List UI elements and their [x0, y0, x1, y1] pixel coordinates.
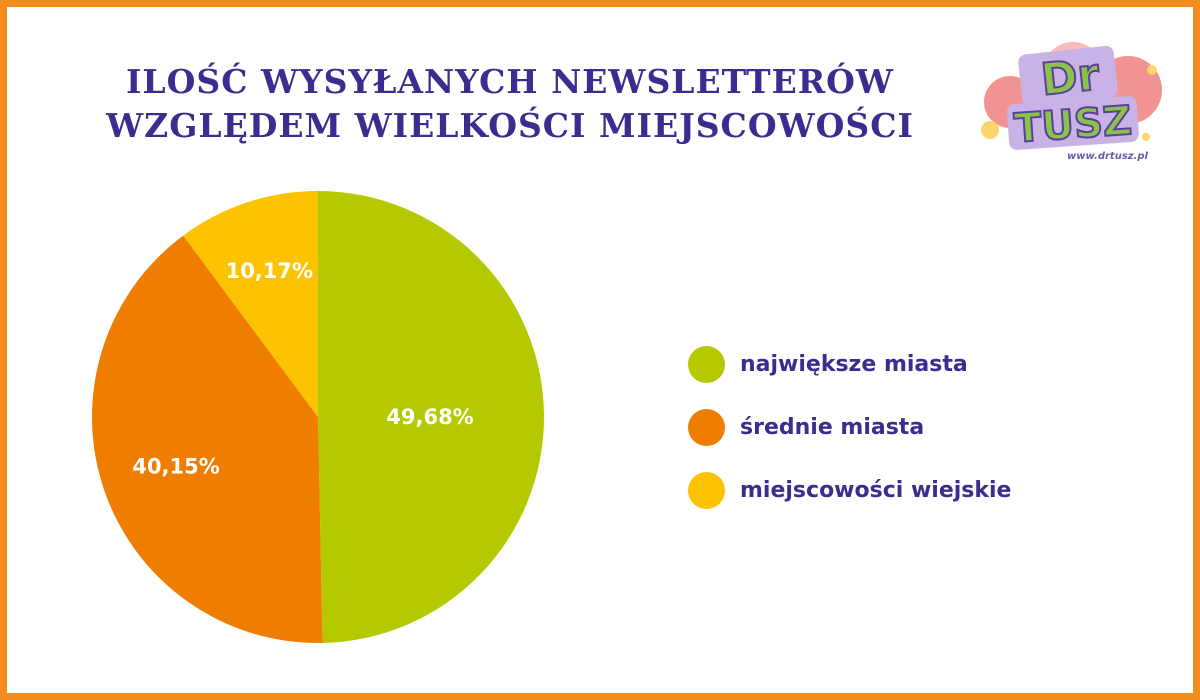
legend-swatch-0 [688, 345, 725, 383]
legend-label-0: największe miasta [740, 351, 968, 377]
pie-slice-0 [318, 191, 544, 643]
legend-item-1: średnie miasta [688, 408, 1168, 446]
pie-slice-2 [183, 191, 318, 417]
legend-item-2: miejscowości wiejskie [688, 471, 1168, 509]
drtusz-logo: Dr TUSZ www.drtusz.pl [981, 42, 1162, 162]
pie-slice-label-2: 10,17% [226, 259, 313, 283]
pie-slice-label-1: 40,15% [132, 455, 219, 479]
pie-slice-1 [92, 235, 323, 643]
chart-legend: największe miasta średnie miasta miejscowo… [688, 345, 1168, 534]
chart-title: ILOŚĆ WYSYŁANYCH NEWSLETTERÓW WZGLĘDEM W… [100, 60, 920, 148]
legend-label-1: średnie miasta [740, 414, 925, 440]
logo-text-top: Dr [1039, 49, 1103, 106]
logo-url: www.drtusz.pl [1067, 151, 1149, 162]
legend-item-0: największe miasta [688, 345, 1168, 383]
legend-swatch-1 [688, 408, 725, 446]
pie-slice-label-0: 49,68% [386, 405, 473, 429]
logo-text-bottom: TUSZ [1013, 98, 1134, 152]
legend-label-2: miejscowości wiejskie [740, 477, 1012, 503]
chart-title-line-1: ILOŚĆ WYSYŁANYCH NEWSLETTERÓW [126, 62, 894, 101]
chart-title-line-2: WZGLĘDEM WIELKOŚCI MIEJSCOWOŚCI [106, 106, 914, 145]
legend-swatch-2 [688, 471, 725, 509]
